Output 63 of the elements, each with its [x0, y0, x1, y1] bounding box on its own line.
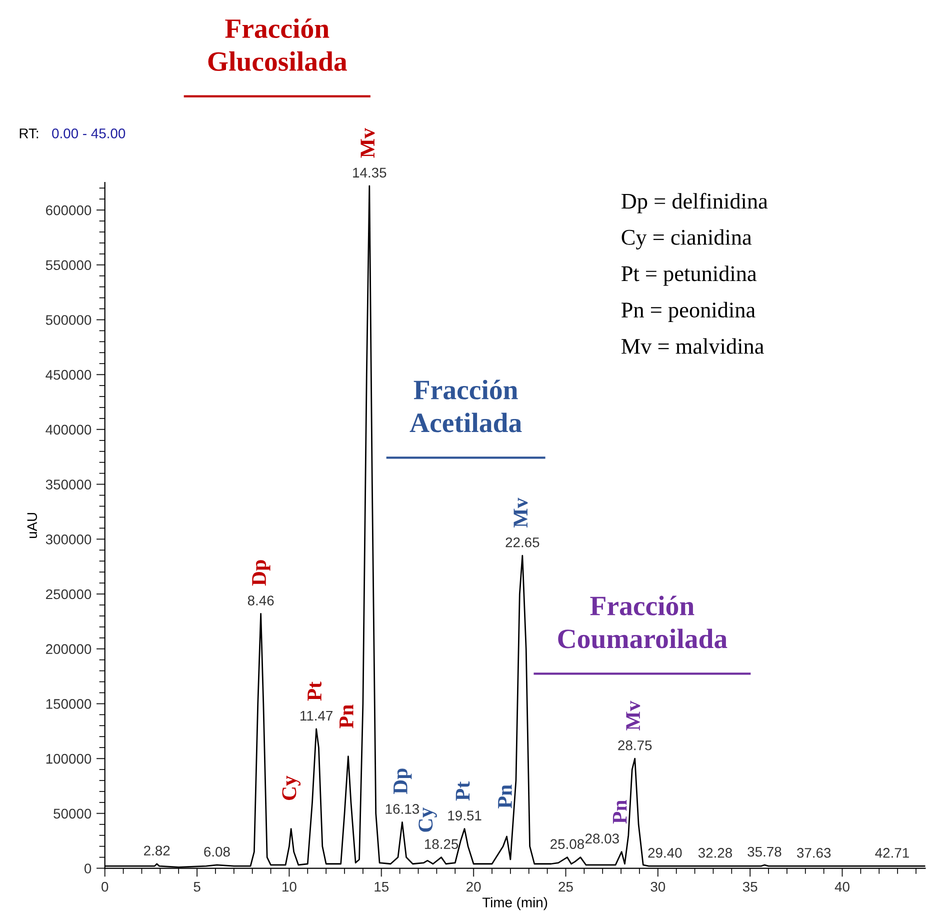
x-tick-label: 20	[466, 882, 481, 892]
annotation: 11.47	[300, 710, 332, 720]
y-tick-label: 400000	[46, 424, 92, 435]
annotation: 32.28	[698, 848, 732, 858]
annotation: Pt	[456, 781, 470, 801]
x-tick-label: 0	[102, 882, 108, 892]
annotation: 42.71	[875, 848, 909, 858]
annotation: Mv	[514, 498, 528, 528]
annotation: 25.08	[550, 839, 584, 849]
annotation: Cy	[282, 776, 301, 800]
x-tick-label: 35	[742, 882, 758, 892]
annotation: Dp	[394, 768, 412, 794]
x-tick-label: 10	[282, 882, 296, 892]
annotation: 28.03	[585, 834, 619, 844]
y-tick-label: 550000	[46, 260, 92, 270]
annotation: Cy = cianidina	[622, 229, 752, 250]
annotation: 6.08	[204, 846, 230, 857]
y-tick-label: 200000	[46, 644, 92, 654]
annotation: Pn	[612, 800, 627, 824]
annotation: 37.63	[797, 848, 831, 858]
annotation: Dp	[252, 560, 270, 586]
y-tick-label: 0	[84, 864, 92, 874]
annotation: Cy	[418, 808, 437, 832]
x-tick-label: 15	[374, 882, 389, 892]
y-tick-label: 450000	[46, 370, 92, 380]
annotation: Pn	[340, 704, 354, 728]
text: RT:	[20, 128, 38, 138]
y-tick-label: 350000	[46, 480, 92, 490]
annotation: Pn	[498, 784, 512, 808]
y-axis-title: uAU	[27, 512, 38, 538]
annotation: Mv = malvidina	[622, 338, 764, 354]
annotation: Pn = peonidina	[622, 302, 756, 322]
y-tick-label: 50000	[54, 808, 92, 819]
y-tick-label: 500000	[46, 315, 92, 325]
annotation: Dp = delfinidina	[622, 192, 768, 214]
annotation: 8.46	[248, 596, 274, 606]
y-tick-label: 300000	[46, 534, 92, 544]
annotation: 22.65	[506, 537, 540, 548]
y-tick-label: 150000	[46, 699, 92, 709]
x-axis-title: Time (min)	[482, 897, 548, 910]
text: Fracción Glucosilada	[208, 18, 347, 71]
y-tick-label: 100000	[46, 754, 92, 764]
x-tick-label: 30	[650, 882, 666, 892]
annotation: Fracción Acetilada	[410, 380, 522, 432]
text: 0.00 - 45.00	[52, 128, 126, 138]
y-tick-label: 600000	[46, 205, 92, 216]
annotation: 14.35	[353, 168, 386, 178]
annotation: Fracción Coumaroilada	[558, 596, 728, 648]
annotation: 18.25	[424, 839, 458, 849]
annotation: 29.40	[648, 848, 682, 858]
annotation: 2.82	[144, 846, 170, 856]
annotation: Mv	[626, 700, 640, 730]
annotation: 35.78	[748, 846, 782, 857]
y-tick-label: 250000	[46, 589, 92, 600]
annotation: Pt = petunidina	[622, 266, 757, 286]
annotation: Pt	[308, 682, 322, 701]
annotation: Mv	[360, 128, 375, 158]
annotation: 28.75	[618, 740, 652, 750]
annotation: 19.51	[448, 810, 482, 820]
annotation: 16.13	[386, 804, 419, 814]
x-tick-label: 40	[834, 882, 850, 892]
x-tick-label: 5	[194, 882, 200, 892]
x-tick-label: 25	[558, 882, 573, 892]
